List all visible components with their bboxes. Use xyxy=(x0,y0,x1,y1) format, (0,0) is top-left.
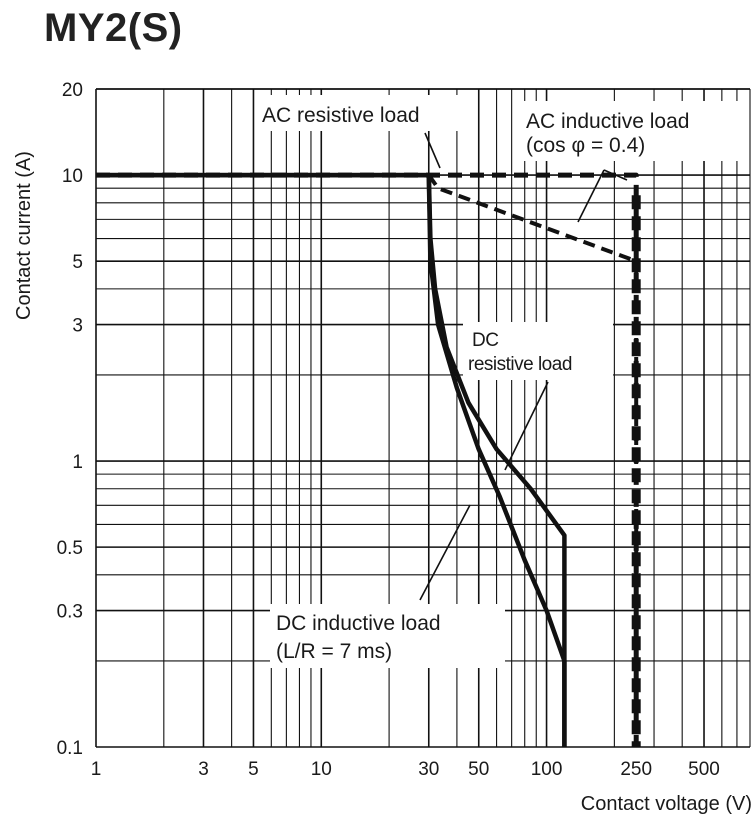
grid-minor-lines xyxy=(96,89,751,747)
y-tick-label: 3 xyxy=(72,316,83,337)
x-tick-label: 3 xyxy=(198,759,209,780)
x-tick-labels: 1 3 5 10 30 50 100 250 500 xyxy=(91,759,720,780)
annotation-label: DC inductive load xyxy=(276,612,441,635)
series-layer xyxy=(96,172,641,747)
leader-dc-resistive xyxy=(504,381,549,471)
annotation-label: DC xyxy=(472,330,498,351)
y-axis-label: Contact current (A) xyxy=(13,151,35,320)
y-tick-label: 5 xyxy=(72,252,83,273)
x-tick-label: 250 xyxy=(620,759,652,780)
x-tick-label: 30 xyxy=(418,759,439,780)
annotation-label: AC inductive load xyxy=(526,110,689,133)
x-tick-label: 5 xyxy=(248,759,259,780)
y-tick-label: 0.3 xyxy=(57,602,83,623)
series-line-dc-inductive-load-l-r-7-ms xyxy=(96,172,567,747)
x-tick-label: 10 xyxy=(311,759,332,780)
y-tick-label: 0.5 xyxy=(57,538,83,559)
y-tick-label: 20 xyxy=(62,80,83,101)
y-tick-labels: 20 10 5 3 1 0.5 0.3 0.1 xyxy=(57,80,83,759)
label-background xyxy=(270,604,505,668)
leader-lines xyxy=(419,132,628,601)
x-axis-label: Contact voltage (V) xyxy=(581,793,752,815)
y-tick-label: 1 xyxy=(72,452,83,473)
leader-ac-inductive-1 xyxy=(577,169,605,223)
y-tick-label: 10 xyxy=(62,166,83,187)
label-background xyxy=(518,101,743,161)
page-title: MY2(S) xyxy=(44,6,183,50)
annotation-label: AC resistive load xyxy=(262,104,420,127)
annotation-label: (cos φ = 0.4) xyxy=(526,134,645,157)
label-background xyxy=(258,95,473,131)
leader-dc-inductive xyxy=(419,504,471,601)
leader-ac-resistive xyxy=(424,132,441,169)
series-line-ac-inductive-load-cos-0-4 xyxy=(427,173,639,747)
x-tick-label: 100 xyxy=(531,759,563,780)
annotation-layer: AC resistive load AC inductive load(cos φ… xyxy=(258,95,743,668)
x-tick-label: 500 xyxy=(688,759,720,780)
label-background xyxy=(463,322,613,380)
annotation-label: resistive load xyxy=(468,354,572,375)
annotation-label: (L/R = 7 ms) xyxy=(276,640,392,663)
y-tick-label: 0.1 xyxy=(57,738,83,759)
x-tick-label: 50 xyxy=(468,759,489,780)
leader-ac-inductive-2 xyxy=(603,169,628,181)
x-tick-label: 1 xyxy=(91,759,102,780)
